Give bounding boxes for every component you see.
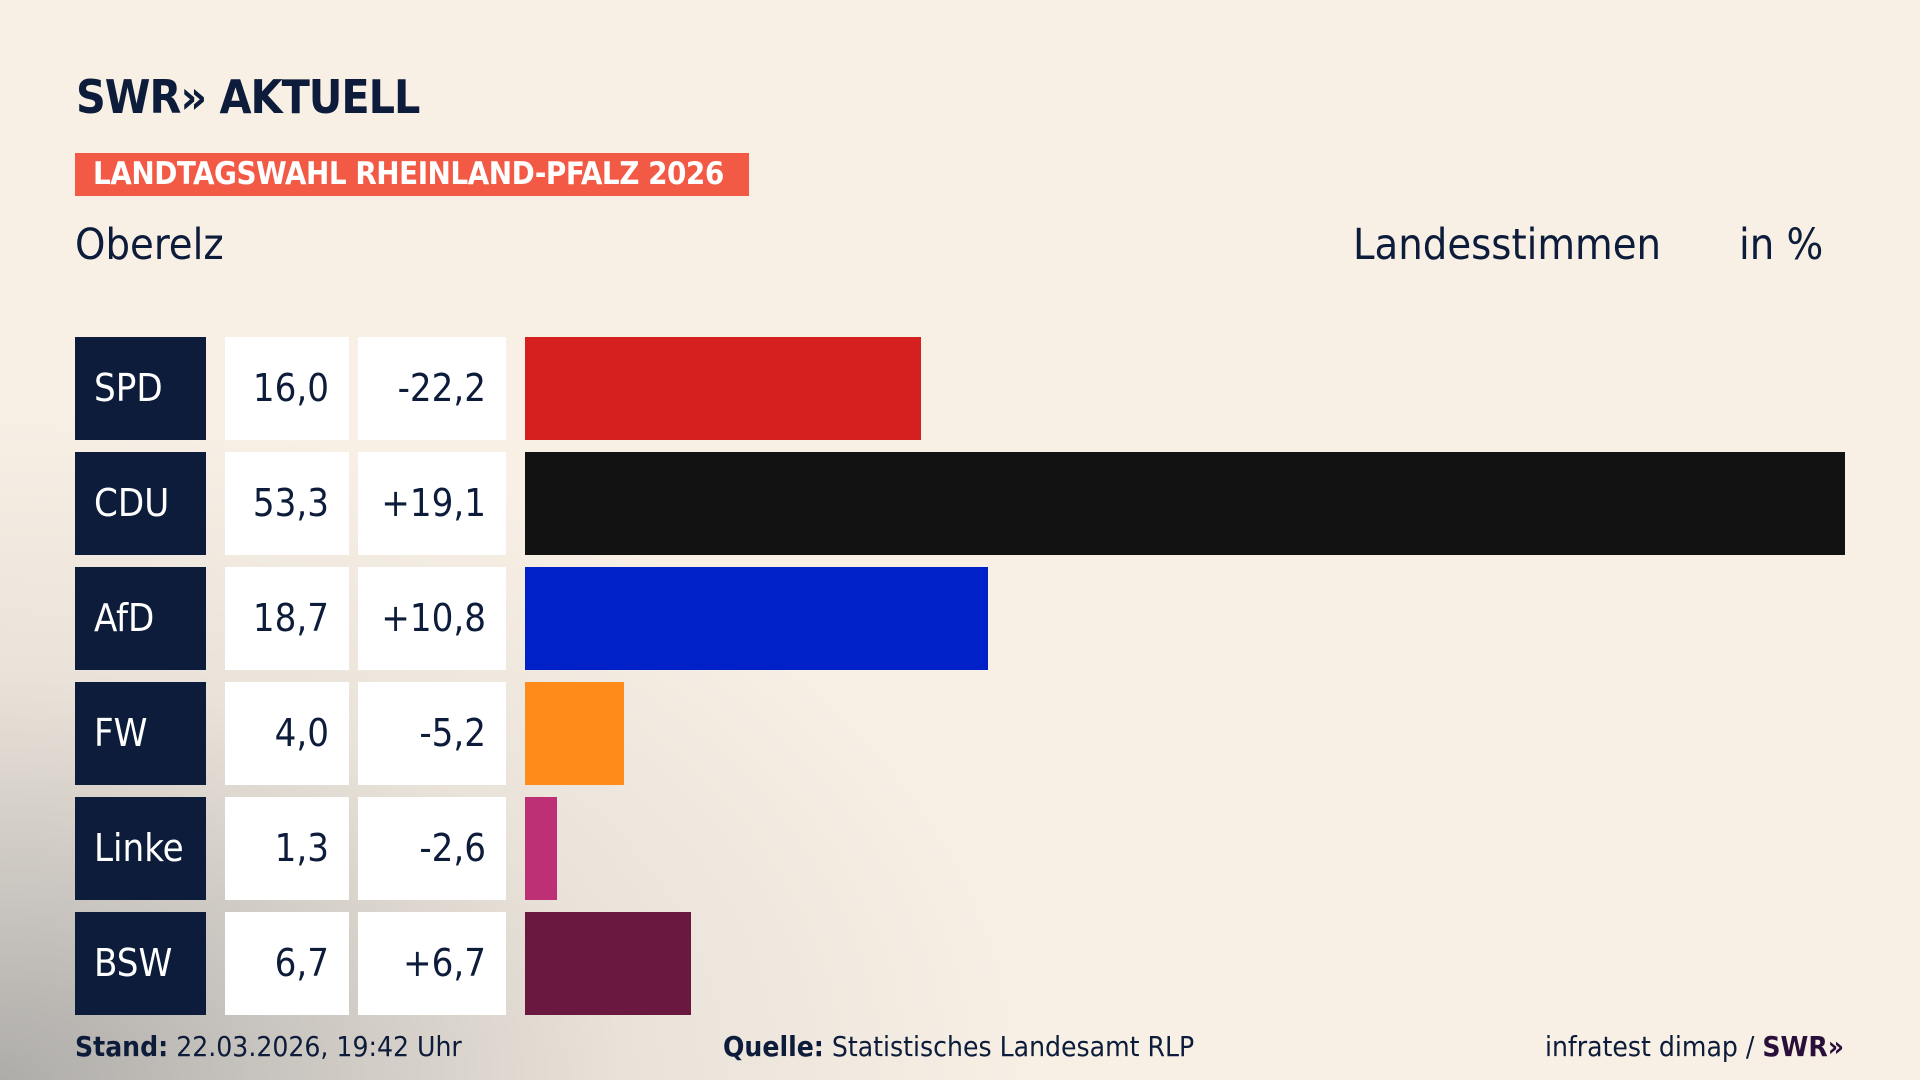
change-label: +6,7 bbox=[358, 912, 506, 1015]
value-label: 53,3 bbox=[225, 452, 349, 555]
swr-small-logo: SWR» bbox=[1762, 1030, 1844, 1063]
stand-value: 22.03.2026, 19:42 Uhr bbox=[176, 1030, 462, 1063]
change-label: -22,2 bbox=[358, 337, 506, 440]
credit: infratest dimap / SWR» bbox=[1545, 1030, 1844, 1063]
bar-bsw bbox=[525, 912, 691, 1015]
party-label: AfD bbox=[75, 567, 206, 670]
place-title: Oberelz bbox=[75, 220, 224, 270]
bar-spd bbox=[525, 337, 922, 440]
party-label: BSW bbox=[75, 912, 206, 1015]
source-label: Quelle: bbox=[723, 1030, 824, 1063]
bar-afd bbox=[525, 567, 989, 670]
swr-aktuell-logo: SWR» AKTUELL bbox=[76, 70, 420, 124]
value-label: 18,7 bbox=[225, 567, 349, 670]
value-label: 4,0 bbox=[225, 682, 349, 785]
timestamp: Stand: 22.03.2026, 19:42 Uhr bbox=[75, 1030, 462, 1063]
source-value: Statistisches Landesamt RLP bbox=[831, 1030, 1195, 1063]
value-label: 6,7 bbox=[225, 912, 349, 1015]
party-label: Linke bbox=[75, 797, 206, 900]
source: Quelle: Statistisches Landesamt RLP bbox=[723, 1030, 1194, 1063]
unit-label: in % bbox=[1739, 220, 1824, 270]
value-label: 16,0 bbox=[225, 337, 349, 440]
election-banner: LANDTAGSWAHL RHEINLAND-PFALZ 2026 bbox=[75, 153, 749, 196]
measure-label: Landesstimmen bbox=[1353, 220, 1662, 270]
party-label: SPD bbox=[75, 337, 206, 440]
bar-cdu bbox=[525, 452, 1845, 555]
change-label: -5,2 bbox=[358, 682, 506, 785]
bar-fw bbox=[525, 682, 625, 785]
change-label: +19,1 bbox=[358, 452, 506, 555]
change-label: -2,6 bbox=[358, 797, 506, 900]
stand-label: Stand: bbox=[75, 1030, 169, 1063]
change-label: +10,8 bbox=[358, 567, 506, 670]
value-label: 1,3 bbox=[225, 797, 349, 900]
party-label: CDU bbox=[75, 452, 206, 555]
credit-text: infratest dimap / bbox=[1544, 1030, 1755, 1063]
bar-linke bbox=[525, 797, 558, 900]
party-label: FW bbox=[75, 682, 206, 785]
